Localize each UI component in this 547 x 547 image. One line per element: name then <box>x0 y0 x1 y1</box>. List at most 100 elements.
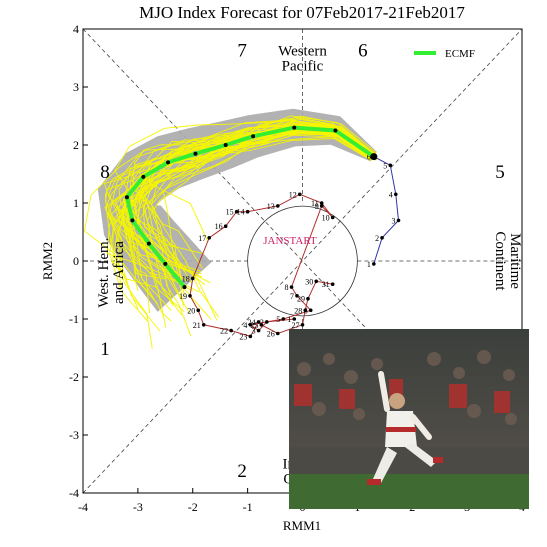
phase-number: 2 <box>237 461 247 482</box>
x-tick-label: -3 <box>133 500 143 514</box>
observed-january-point <box>314 279 319 284</box>
observed-january-point <box>196 308 201 313</box>
observed-january-day-label: 23 <box>239 332 247 341</box>
member-line <box>162 117 372 320</box>
observed-january-day-label: 27 <box>292 321 300 330</box>
observed-january-day-label: 8 <box>285 283 289 292</box>
observed-february-day-label: 6 <box>367 153 371 162</box>
member-line <box>109 119 371 292</box>
x-tick-label: -4 <box>78 500 88 514</box>
legend-label-ecmf: ECMF <box>445 48 475 60</box>
observed-january-point <box>276 204 280 208</box>
y-tick-label: -2 <box>69 370 79 384</box>
observed-january-point <box>281 317 286 321</box>
observed-january-day-label: 15 <box>226 208 234 217</box>
observed-january-point <box>248 323 253 327</box>
observed-january-point <box>207 236 212 240</box>
observed-february-point <box>393 192 398 197</box>
observed-january-point <box>297 192 302 197</box>
observed-january-point <box>223 224 228 228</box>
observed-january-day-label: 29 <box>297 295 305 304</box>
forecast-members <box>84 115 378 349</box>
observed-february-day-label: 1 <box>367 260 371 269</box>
member-line <box>146 124 371 337</box>
baseball-photo-inset <box>289 329 529 509</box>
y-tick-label: 0 <box>73 254 79 268</box>
ecmf-mean-point <box>193 151 198 156</box>
ecmf-mean-point <box>370 153 378 161</box>
x-tick-label: -2 <box>188 500 198 514</box>
observed-february-point <box>372 262 376 266</box>
observed-january-point <box>201 323 206 327</box>
phase-number: 8 <box>100 162 110 183</box>
observed-january-day-label: 12 <box>289 190 297 199</box>
region-label-line: Maritime <box>507 233 523 289</box>
unit-circle <box>247 205 358 317</box>
observed-january-day-label: 20 <box>187 306 195 315</box>
observed-january-point <box>256 320 261 324</box>
observed-january-point <box>306 296 310 301</box>
observed-january-day-label: 11 <box>311 199 319 208</box>
observed-january-day-label: 18 <box>182 274 190 283</box>
ecmf-mean-point <box>292 125 297 130</box>
observed-january-day-label: 7 <box>290 292 294 301</box>
member-line <box>128 115 374 312</box>
ecmf-mean-point <box>163 261 168 266</box>
observed-january-point <box>256 328 261 333</box>
observed-january-day-label: 24 <box>248 318 256 327</box>
observed-january-point <box>265 320 269 324</box>
ecmf-mean-point <box>124 195 129 200</box>
observed-january-day-label: 3 <box>252 327 256 336</box>
observed-january-day-label: 21 <box>193 321 201 330</box>
member-line <box>132 123 373 269</box>
ecmf-forecast-line <box>124 125 378 290</box>
region-label-line: O <box>283 471 294 487</box>
y-axis-label: RMM2 <box>40 242 55 280</box>
crowd-figures <box>297 350 517 425</box>
ecmf-mean-point <box>130 218 135 223</box>
diagonal-guide <box>82 28 523 494</box>
y-tick-label: -3 <box>69 428 79 442</box>
observed-january-point <box>289 285 294 289</box>
observed-january-point <box>303 308 308 313</box>
ecmf-mean-point <box>251 134 256 139</box>
crowd-red-shirts <box>294 379 510 413</box>
phase-number: 5 <box>495 162 505 183</box>
baseball-player <box>367 371 443 485</box>
region-label-line: Western <box>278 44 327 60</box>
phase-number: 7 <box>237 40 247 61</box>
observed-january-day-label: 16 <box>215 222 223 231</box>
observed-january-point <box>188 294 192 298</box>
member-line <box>130 131 376 284</box>
observed-february-point <box>380 236 384 240</box>
observed-january-day-label: 14 <box>237 208 245 217</box>
observed-january-day-label: 4 <box>243 321 247 330</box>
phase-number: 1 <box>100 339 110 360</box>
ecmf-mean-point <box>146 241 151 246</box>
outfield-wall <box>289 447 529 475</box>
observed-january-day-label: 2 <box>260 318 264 327</box>
grass-field <box>289 474 529 509</box>
region-label-line: Pacific <box>282 59 324 75</box>
observed-january-day-label: 1 <box>287 315 291 324</box>
observed-january-day-label: 19 <box>179 292 187 301</box>
region-label: West. Hem. and Africa <box>96 238 127 308</box>
observed-january-day-label: 22 <box>220 327 228 336</box>
ecmf-mean-point <box>333 128 338 133</box>
y-tick-label: -4 <box>69 486 79 500</box>
y-tick-label: 4 <box>73 22 79 36</box>
observed-february-point <box>396 218 401 223</box>
observed-january-day-label: 28 <box>294 306 302 315</box>
region-label-line: and Africa <box>111 241 127 304</box>
phase-number: 6 <box>358 40 368 61</box>
observed-february-day-label: 4 <box>389 190 393 199</box>
center-label: JANSTART <box>263 235 317 247</box>
region-label-line: West. Hem. <box>96 238 112 308</box>
observed-january-day-label: 10 <box>322 214 330 223</box>
observed-january-point <box>330 215 335 220</box>
observed-trajectory: 1234567891011121314151617181920212223242… <box>179 153 401 341</box>
observed-january-point <box>330 282 335 287</box>
observed-january-point <box>300 323 305 327</box>
x-tick-label: -1 <box>243 500 253 514</box>
